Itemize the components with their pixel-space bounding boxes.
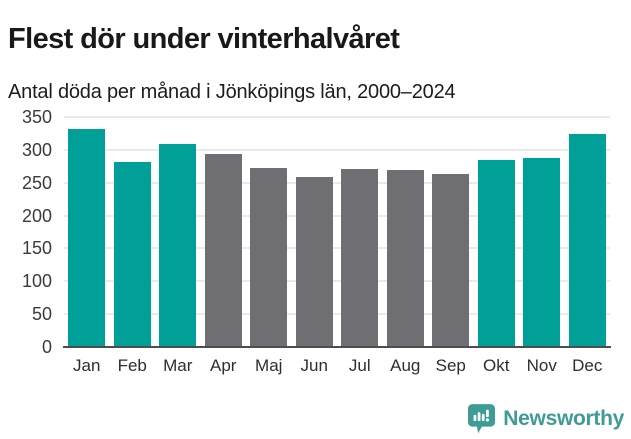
x-tick-label-jun: Jun	[300, 356, 328, 375]
y-tick-label-150: 150	[21, 238, 52, 259]
newsworthy-logo: Newsworthy	[468, 403, 624, 434]
gridline-350	[64, 116, 610, 118]
bar-okt	[477, 160, 515, 347]
x-tick-label-sep: Sep	[435, 356, 466, 375]
gridline-250	[64, 181, 610, 184]
bar-jan	[68, 128, 106, 347]
bar-chart-speech-bubble-icon	[468, 404, 496, 434]
bar-cell-sep	[428, 117, 474, 347]
brand-name: Newsworthy	[503, 406, 624, 430]
x-tick-label-jan: Jan	[73, 356, 101, 375]
y-tick-label-200: 200	[21, 205, 52, 226]
x-tick-label-mar: Mar	[163, 356, 193, 375]
x-tick-label-nov: Nov	[526, 356, 557, 375]
chart-subtitle: Antal döda per månad i Jönköpings län, 2…	[8, 81, 456, 103]
bar-aug	[386, 170, 424, 347]
y-tick-label-250: 250	[21, 172, 52, 193]
bar-apr	[204, 153, 242, 347]
bar-jul	[341, 168, 379, 347]
bar-cell-jun	[292, 117, 338, 347]
y-tick-label-350: 350	[21, 107, 52, 127]
x-tick-label-aug: Aug	[390, 356, 421, 375]
gridline-300	[64, 148, 610, 151]
y-tick-label-300: 300	[21, 139, 52, 160]
y-tick-label-100: 100	[21, 271, 52, 292]
bar-maj	[250, 167, 288, 347]
bar-cell-apr	[201, 117, 247, 347]
bar-sep	[432, 173, 470, 347]
plot-area	[64, 116, 610, 347]
bar-cell-nov	[519, 117, 565, 347]
gridline-200	[64, 214, 610, 217]
x-tick-label-apr: Apr	[210, 356, 237, 375]
x-tick-label-jul: Jul	[348, 356, 371, 375]
bar-cell-okt	[474, 117, 520, 347]
x-tick-label-okt: Okt	[483, 356, 510, 375]
gridline-50	[64, 313, 610, 316]
bar-cell-feb	[110, 117, 156, 347]
y-tick-label-0: 0	[41, 337, 52, 357]
bar-cell-jul	[337, 117, 383, 347]
bar-feb	[113, 161, 151, 347]
bar-cell-aug	[383, 117, 429, 347]
gridline-150	[64, 247, 610, 250]
x-axis-line	[63, 345, 611, 348]
bar-cell-mar	[155, 117, 201, 347]
x-axis-labels: Jan Feb Mar Apr Maj Jun Jul Aug Sep Okt Nov Dec	[64, 356, 610, 376]
bar-cell-maj	[246, 117, 292, 347]
x-tick-label-dec: Dec	[572, 356, 603, 375]
gridline-100	[64, 280, 610, 283]
bar-mar	[159, 143, 197, 347]
bar-series	[64, 117, 610, 347]
bar-cell-dec	[565, 117, 611, 347]
x-tick-label-maj: Maj	[255, 356, 283, 375]
bar-nov	[523, 158, 561, 347]
x-tick-label-feb: Feb	[117, 356, 147, 375]
page-title: Flest dör under vinterhalvåret	[8, 23, 400, 56]
bar-cell-jan	[64, 117, 110, 347]
y-tick-label-50: 50	[31, 304, 52, 325]
bar-jun	[295, 177, 333, 347]
y-axis: 0 50 100 150 200 250 300 350	[0, 107, 52, 357]
bar-dec	[568, 134, 606, 347]
